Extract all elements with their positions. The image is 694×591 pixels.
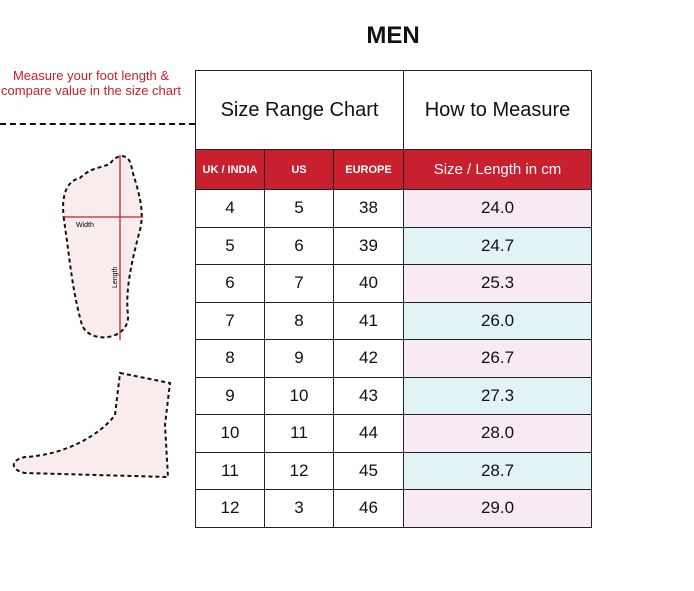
table-cell: 28.7	[403, 451, 592, 490]
table-cell: 45	[333, 451, 404, 490]
table-cell: 40	[333, 264, 404, 303]
table-cell: 41	[333, 301, 404, 340]
foot-top-illustration: Width Length	[62, 155, 143, 340]
table-cell: 11	[264, 414, 334, 453]
dashed-divider	[0, 123, 195, 125]
foot-side-illustration	[12, 371, 172, 479]
table-cell: 29.0	[403, 489, 592, 528]
col-us: US	[264, 149, 334, 190]
table-cell: 6	[195, 264, 265, 303]
table-cell: 9	[195, 376, 265, 415]
col-length: Size / Length in cm	[403, 149, 592, 190]
table-cell: 3	[264, 489, 334, 528]
width-label: Width	[76, 222, 94, 229]
table-cell: 7	[195, 301, 265, 340]
table-cell: 5	[195, 226, 265, 265]
table-cell: 9	[264, 339, 334, 378]
table-cell: 8	[264, 301, 334, 340]
how-to-measure-header: How to Measure	[403, 70, 592, 150]
table-cell: 39	[333, 226, 404, 265]
table-cell: 24.0	[403, 189, 592, 228]
table-row: 10 11 44 28.0	[195, 414, 592, 453]
table-row: 12 3 46 29.0	[195, 489, 592, 528]
table-row: 6 7 40 25.3	[195, 264, 592, 303]
table-cell: 46	[333, 489, 404, 528]
table-row: 7 8 41 26.0	[195, 301, 592, 340]
measure-note: Measure your foot length & compare value…	[1, 68, 181, 98]
table-cell: 7	[264, 264, 334, 303]
table-cell: 5	[264, 189, 334, 228]
table-cell: 28.0	[403, 414, 592, 453]
table-cell: 12	[264, 451, 334, 490]
table-cell: 25.3	[403, 264, 592, 303]
table-cell: 42	[333, 339, 404, 378]
col-uk-india: UK / INDIA	[195, 149, 265, 190]
table-cell: 11	[195, 451, 265, 490]
page-title: MEN	[366, 22, 420, 49]
table-row: 5 6 39 24.7	[195, 226, 592, 265]
table-cell: 12	[195, 489, 265, 528]
table-row: 8 9 42 26.7	[195, 339, 592, 378]
table-cell: 27.3	[403, 376, 592, 415]
length-label: Length	[112, 266, 119, 288]
table-row: 11 12 45 28.7	[195, 451, 592, 490]
table-cell: 44	[333, 414, 404, 453]
size-range-header: Size Range Chart	[195, 70, 404, 150]
table-cell: 43	[333, 376, 404, 415]
table-cell: 4	[195, 189, 265, 228]
col-europe: EUROPE	[333, 149, 404, 190]
table-cell: 10	[264, 376, 334, 415]
table-cell: 26.0	[403, 301, 592, 340]
table-row: 9 10 43 27.3	[195, 376, 592, 415]
size-chart-table: Size Range Chart How to Measure UK / IND…	[195, 70, 592, 528]
table-cell: 26.7	[403, 339, 592, 378]
table-cell: 24.7	[403, 226, 592, 265]
table-cell: 38	[333, 189, 404, 228]
table-cell: 10	[195, 414, 265, 453]
table-cell: 6	[264, 226, 334, 265]
table-cell: 8	[195, 339, 265, 378]
table-row: 4 5 38 24.0	[195, 189, 592, 228]
